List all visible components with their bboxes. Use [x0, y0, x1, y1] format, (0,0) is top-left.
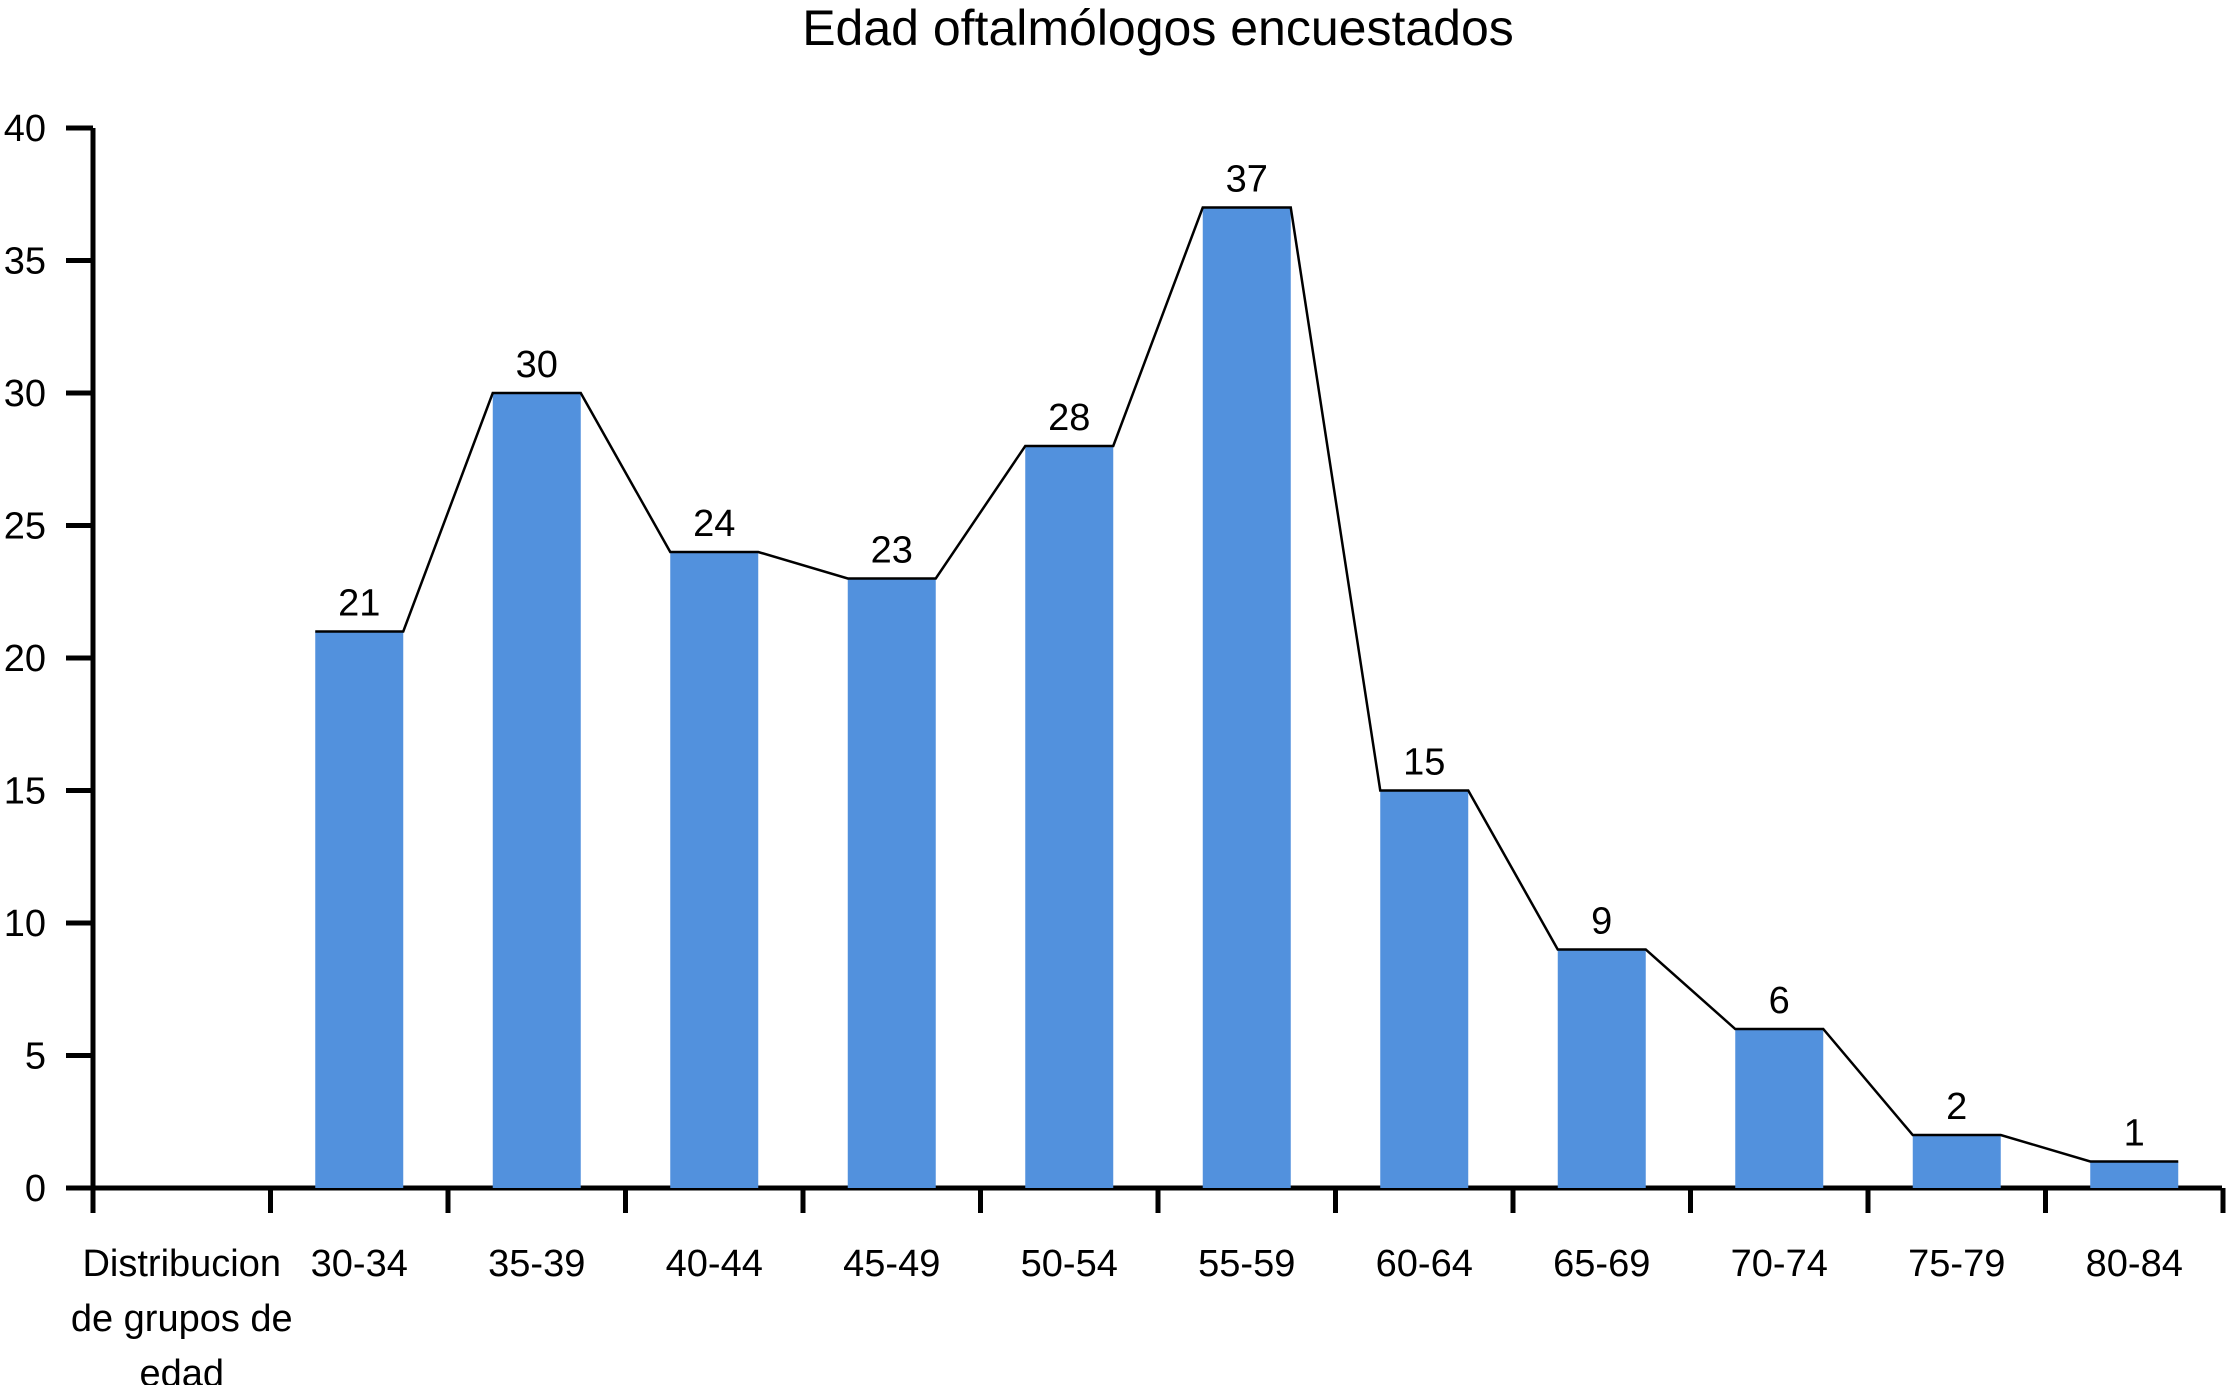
data-label: 28 [1048, 397, 1090, 439]
x-axis: 30-34 35-39 40-44 45-49 50-54 55-59 60-64 65-69… [90, 1185, 2226, 1285]
x-tick-label: 50-54 [1021, 1243, 1118, 1285]
x-tick-label: 70-74 [1731, 1243, 1828, 1285]
data-label: 2 [1946, 1086, 1967, 1128]
data-label: 24 [693, 503, 735, 545]
y-tick-label: 40 [4, 108, 46, 150]
bar [315, 631, 404, 1188]
x-tick-label: 40-44 [666, 1243, 763, 1285]
bar [1735, 1029, 1824, 1188]
chart-title: Edad oftalmólogos encuestados [802, 0, 1514, 56]
x-tick-label: 55-59 [1198, 1243, 1295, 1285]
y-tick-label: 10 [4, 903, 46, 945]
data-label: 6 [1769, 980, 1790, 1022]
bar [2090, 1161, 2179, 1188]
bar [670, 552, 759, 1188]
x-axis-title-line: Distribucion [82, 1243, 281, 1285]
data-label: 1 [2124, 1113, 2145, 1155]
bar [847, 578, 936, 1188]
x-axis-title-line: de grupos de [71, 1298, 293, 1340]
trend-line [315, 206, 2179, 1163]
data-label: 15 [1403, 742, 1445, 784]
x-tick-label: 65-69 [1553, 1243, 1650, 1285]
bars [315, 207, 2179, 1188]
x-tick-label: 60-64 [1376, 1243, 1473, 1285]
y-tick-label: 0 [25, 1168, 46, 1210]
x-axis-title-line: edad [139, 1353, 224, 1385]
y-tick-label: 5 [25, 1036, 46, 1078]
x-tick-label: 30-34 [311, 1243, 408, 1285]
x-axis-title: Distribucion de grupos de edad [71, 1243, 293, 1385]
y-axis: 0 5 10 15 20 25 30 35 40 [4, 108, 96, 1210]
y-tick-label: 30 [4, 373, 46, 415]
x-tick-label: 35-39 [488, 1243, 585, 1285]
bar [1380, 790, 1469, 1188]
data-label: 37 [1226, 159, 1268, 201]
data-label: 21 [338, 583, 380, 625]
data-label: 9 [1591, 901, 1612, 943]
bar [492, 393, 581, 1188]
y-tick-label: 20 [4, 638, 46, 680]
y-tick-label: 35 [4, 241, 46, 283]
bar [1557, 949, 1646, 1188]
bar [1202, 207, 1291, 1188]
bar [1025, 446, 1114, 1188]
bar [1912, 1135, 2001, 1188]
data-label: 23 [871, 530, 913, 572]
y-tick-label: 15 [4, 771, 46, 813]
x-tick-label: 45-49 [843, 1243, 940, 1285]
x-tick-label: 75-79 [1908, 1243, 2005, 1285]
y-tick-label: 25 [4, 506, 46, 548]
data-label: 30 [516, 344, 558, 386]
x-tick-label: 80-84 [2086, 1243, 2183, 1285]
